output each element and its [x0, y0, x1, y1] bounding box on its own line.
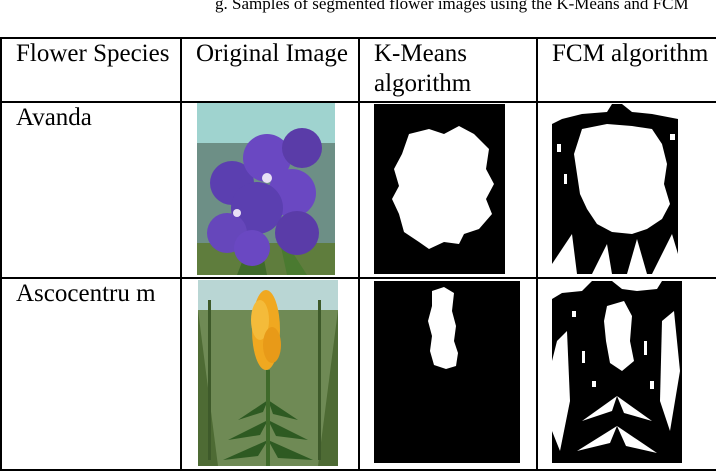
ascocentrum-kmeans-mask [374, 281, 520, 463]
header-flower-species: Flower Species [0, 37, 182, 103]
header-kmeans: K-Means algorithm [358, 37, 538, 103]
kmeans-cell [358, 101, 538, 279]
avanda-original-image [197, 103, 335, 275]
fcm-cell [536, 277, 716, 471]
ascocentrum-fcm-mask [552, 281, 682, 463]
table-row: Avanda [0, 101, 716, 279]
kmeans-cell [358, 277, 538, 471]
header-fcm: FCM algorithm [536, 37, 716, 103]
original-image-cell [180, 277, 360, 471]
avanda-kmeans-mask [374, 104, 505, 274]
species-cell: Avanda [0, 101, 182, 279]
header-row: Flower Species Original Image K-Means al… [0, 37, 716, 103]
caption-fragment: g. Samples of segmented flower images us… [215, 0, 689, 13]
fcm-cell [536, 101, 716, 279]
ascocentrum-original-image [198, 280, 338, 466]
table-row: Ascocentru m [0, 277, 716, 471]
segmentation-results-table: Flower Species Original Image K-Means al… [0, 37, 716, 471]
species-cell: Ascocentru m [0, 277, 182, 471]
original-image-cell [180, 101, 360, 279]
header-original-image: Original Image [180, 37, 360, 103]
avanda-fcm-mask [552, 104, 678, 274]
